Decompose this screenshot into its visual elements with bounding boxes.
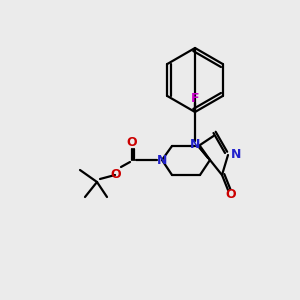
Text: N: N <box>231 148 241 161</box>
Text: F: F <box>191 92 199 106</box>
Text: O: O <box>127 136 137 148</box>
Text: N: N <box>190 139 200 152</box>
Text: O: O <box>111 169 121 182</box>
Text: N: N <box>157 154 167 166</box>
Text: O: O <box>226 188 236 202</box>
